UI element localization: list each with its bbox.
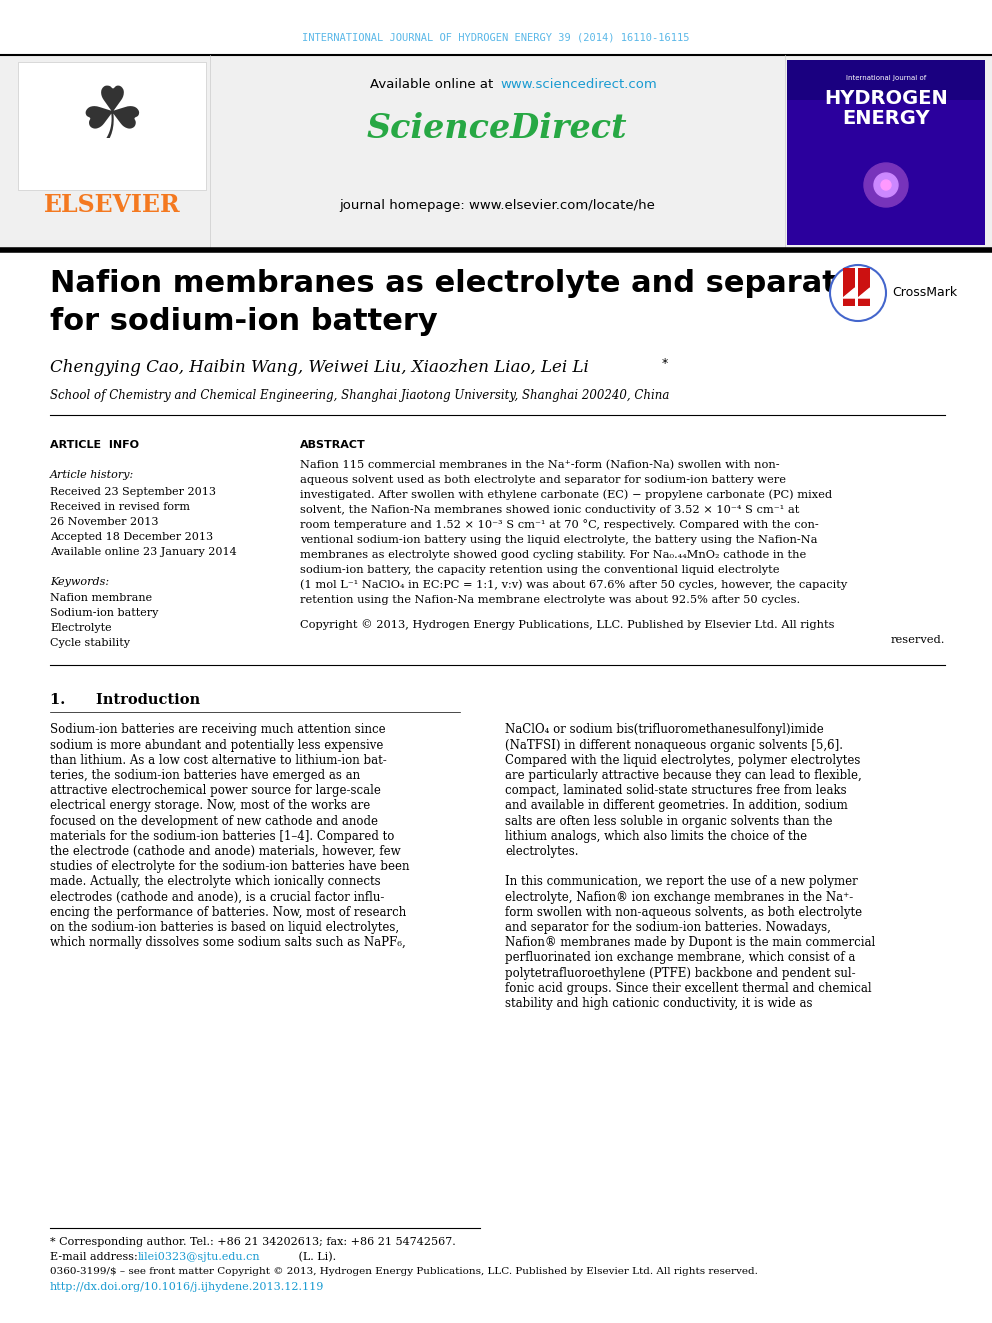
Text: attractive electrochemical power source for large-scale: attractive electrochemical power source …: [50, 785, 381, 798]
Text: Available online at: Available online at: [369, 78, 497, 91]
Bar: [787, 60, 985, 245]
Text: Copyright © 2013, Hydrogen Energy Publications, LLC. Published by Elsevier Ltd. : Copyright © 2013, Hydrogen Energy Public…: [300, 619, 834, 630]
Text: retention using the Nafion-Na membrane electrolyte was about 92.5% after 50 cycl: retention using the Nafion-Na membrane e…: [300, 595, 801, 605]
Text: materials for the sodium-ion batteries [1–4]. Compared to: materials for the sodium-ion batteries […: [50, 830, 395, 843]
Text: (L. Li).: (L. Li).: [295, 1252, 336, 1262]
Text: Nafion membranes as electrolyte and separator: Nafion membranes as electrolyte and sepa…: [50, 269, 873, 298]
Text: Accepted 18 December 2013: Accepted 18 December 2013: [50, 532, 213, 542]
Circle shape: [830, 265, 886, 321]
Text: which normally dissolves some sodium salts such as NaPF₆,: which normally dissolves some sodium sal…: [50, 937, 406, 950]
Text: CrossMark: CrossMark: [892, 287, 957, 299]
Text: investigated. After swollen with ethylene carbonate (EC) − propylene carbonate (: investigated. After swollen with ethylen…: [300, 490, 832, 500]
Text: compact, laminated solid-state structures free from leaks: compact, laminated solid-state structure…: [505, 785, 846, 798]
Text: http://dx.doi.org/10.1016/j.ijhydene.2013.12.119: http://dx.doi.org/10.1016/j.ijhydene.201…: [50, 1282, 324, 1293]
Text: salts are often less soluble in organic solvents than the: salts are often less soluble in organic …: [505, 815, 832, 828]
Text: reserved.: reserved.: [891, 635, 945, 646]
Text: School of Chemistry and Chemical Engineering, Shanghai Jiaotong University, Shan: School of Chemistry and Chemical Enginee…: [50, 389, 670, 402]
Text: ☘: ☘: [79, 83, 145, 152]
Text: polytetrafluoroethylene (PTFE) backbone and pendent sul-: polytetrafluoroethylene (PTFE) backbone …: [505, 967, 856, 980]
Text: for sodium-ion battery: for sodium-ion battery: [50, 307, 437, 336]
Text: journal homepage: www.elsevier.com/locate/he: journal homepage: www.elsevier.com/locat…: [339, 198, 655, 212]
Text: are particularly attractive because they can lead to flexible,: are particularly attractive because they…: [505, 769, 862, 782]
Text: sodium-ion battery, the capacity retention using the conventional liquid electro: sodium-ion battery, the capacity retenti…: [300, 565, 780, 576]
Text: electrodes (cathode and anode), is a crucial factor influ-: electrodes (cathode and anode), is a cru…: [50, 890, 384, 904]
Text: electrical energy storage. Now, most of the works are: electrical energy storage. Now, most of …: [50, 799, 370, 812]
Text: stability and high cationic conductivity, it is wide as: stability and high cationic conductivity…: [505, 998, 812, 1009]
Text: ENERGY: ENERGY: [842, 108, 930, 127]
Text: fonic acid groups. Since their excellent thermal and chemical: fonic acid groups. Since their excellent…: [505, 982, 872, 995]
Text: teries, the sodium-ion batteries have emerged as an: teries, the sodium-ion batteries have em…: [50, 769, 360, 782]
Text: Electrolyte: Electrolyte: [50, 623, 112, 632]
Text: International Journal of: International Journal of: [846, 75, 927, 81]
Text: studies of electrolyte for the sodium-ion batteries have been: studies of electrolyte for the sodium-io…: [50, 860, 410, 873]
Text: Article history:: Article history:: [50, 470, 134, 480]
Text: Nafion® membranes made by Dupont is the main commercial: Nafion® membranes made by Dupont is the …: [505, 937, 875, 950]
Bar: [787, 101, 985, 245]
Text: Keywords:: Keywords:: [50, 577, 109, 587]
Text: NaClO₄ or sodium bis(trifluoromethanesulfonyl)imide: NaClO₄ or sodium bis(trifluoromethanesul…: [505, 724, 823, 737]
Text: Compared with the liquid electrolytes, polymer electrolytes: Compared with the liquid electrolytes, p…: [505, 754, 860, 767]
Text: Chengying Cao, Haibin Wang, Weiwei Liu, Xiaozhen Liao, Lei Li: Chengying Cao, Haibin Wang, Weiwei Liu, …: [50, 360, 589, 377]
Text: than lithium. As a low cost alternative to lithium-ion bat-: than lithium. As a low cost alternative …: [50, 754, 387, 767]
Text: electrolyte, Nafion® ion exchange membranes in the Na⁺-: electrolyte, Nafion® ion exchange membra…: [505, 890, 853, 904]
Text: * Corresponding author. Tel.: +86 21 34202613; fax: +86 21 54742567.: * Corresponding author. Tel.: +86 21 342…: [50, 1237, 455, 1248]
Bar: [858, 269, 870, 306]
Text: INTERNATIONAL JOURNAL OF HYDROGEN ENERGY 39 (2014) 16110-16115: INTERNATIONAL JOURNAL OF HYDROGEN ENERGY…: [303, 33, 689, 44]
Text: Nafion 115 commercial membranes in the Na⁺-form (Nafion-Na) swollen with non-: Nafion 115 commercial membranes in the N…: [300, 460, 780, 470]
Polygon shape: [843, 288, 855, 298]
Text: ABSTRACT: ABSTRACT: [300, 441, 366, 450]
Text: 26 November 2013: 26 November 2013: [50, 517, 159, 527]
Bar: [843, 269, 855, 306]
Text: form swollen with non-aqueous solvents, as both electrolyte: form swollen with non-aqueous solvents, …: [505, 906, 862, 919]
Text: electrolytes.: electrolytes.: [505, 845, 578, 859]
Text: and available in different geometries. In addition, sodium: and available in different geometries. I…: [505, 799, 848, 812]
Text: lithium analogs, which also limits the choice of the: lithium analogs, which also limits the c…: [505, 830, 807, 843]
Circle shape: [874, 173, 898, 197]
Polygon shape: [858, 288, 870, 298]
Text: In this communication, we report the use of a new polymer: In this communication, we report the use…: [505, 876, 858, 889]
Text: ventional sodium-ion battery using the liquid electrolyte, the battery using the: ventional sodium-ion battery using the l…: [300, 534, 817, 545]
Text: solvent, the Nafion-Na membranes showed ionic conductivity of 3.52 × 10⁻⁴ S cm⁻¹: solvent, the Nafion-Na membranes showed …: [300, 505, 800, 515]
Bar: [0, 56, 992, 250]
Text: E-mail address:: E-mail address:: [50, 1252, 141, 1262]
Text: Received 23 September 2013: Received 23 September 2013: [50, 487, 216, 497]
Text: Cycle stability: Cycle stability: [50, 638, 130, 648]
Text: sodium is more abundant and potentially less expensive: sodium is more abundant and potentially …: [50, 738, 383, 751]
Circle shape: [881, 180, 891, 191]
Text: lilei0323@sjtu.edu.cn: lilei0323@sjtu.edu.cn: [138, 1252, 261, 1262]
Text: on the sodium-ion batteries is based on liquid electrolytes,: on the sodium-ion batteries is based on …: [50, 921, 399, 934]
Text: perfluorinated ion exchange membrane, which consist of a: perfluorinated ion exchange membrane, wh…: [505, 951, 855, 964]
Circle shape: [864, 163, 908, 206]
Text: encing the performance of batteries. Now, most of research: encing the performance of batteries. Now…: [50, 906, 407, 919]
Text: 1.      Introduction: 1. Introduction: [50, 693, 200, 706]
Text: focused on the development of new cathode and anode: focused on the development of new cathod…: [50, 815, 378, 828]
Text: 0360-3199/$ – see front matter Copyright © 2013, Hydrogen Energy Publications, L: 0360-3199/$ – see front matter Copyright…: [50, 1267, 758, 1277]
Text: Sodium-ion battery: Sodium-ion battery: [50, 609, 159, 618]
Text: Nafion membrane: Nafion membrane: [50, 593, 152, 603]
Text: aqueous solvent used as both electrolyte and separator for sodium-ion battery we: aqueous solvent used as both electrolyte…: [300, 475, 786, 486]
Text: (1 mol L⁻¹ NaClO₄ in EC:PC = 1:1, v:v) was about 67.6% after 50 cycles, however,: (1 mol L⁻¹ NaClO₄ in EC:PC = 1:1, v:v) w…: [300, 579, 847, 590]
Text: (NaTFSI) in different nonaqueous organic solvents [5,6].: (NaTFSI) in different nonaqueous organic…: [505, 738, 843, 751]
Text: *: *: [662, 356, 669, 369]
Bar: [18, 62, 206, 191]
Text: ScienceDirect: ScienceDirect: [367, 111, 627, 144]
Text: made. Actually, the electrolyte which ionically connects: made. Actually, the electrolyte which io…: [50, 876, 381, 889]
Text: Available online 23 January 2014: Available online 23 January 2014: [50, 546, 237, 557]
Text: membranes as electrolyte showed good cycling stability. For Na₀.₄₄MnO₂ cathode i: membranes as electrolyte showed good cyc…: [300, 550, 806, 560]
Text: Sodium-ion batteries are receiving much attention since: Sodium-ion batteries are receiving much …: [50, 724, 386, 737]
Text: Received in revised form: Received in revised form: [50, 501, 190, 512]
Text: room temperature and 1.52 × 10⁻³ S cm⁻¹ at 70 °C, respectively. Compared with th: room temperature and 1.52 × 10⁻³ S cm⁻¹ …: [300, 520, 818, 531]
Text: HYDROGEN: HYDROGEN: [824, 89, 948, 107]
Text: and separator for the sodium-ion batteries. Nowadays,: and separator for the sodium-ion batteri…: [505, 921, 831, 934]
Text: the electrode (cathode and anode) materials, however, few: the electrode (cathode and anode) materi…: [50, 845, 401, 859]
Text: ELSEVIER: ELSEVIER: [44, 193, 181, 217]
Text: ARTICLE  INFO: ARTICLE INFO: [50, 441, 139, 450]
Text: www.sciencedirect.com: www.sciencedirect.com: [500, 78, 657, 91]
